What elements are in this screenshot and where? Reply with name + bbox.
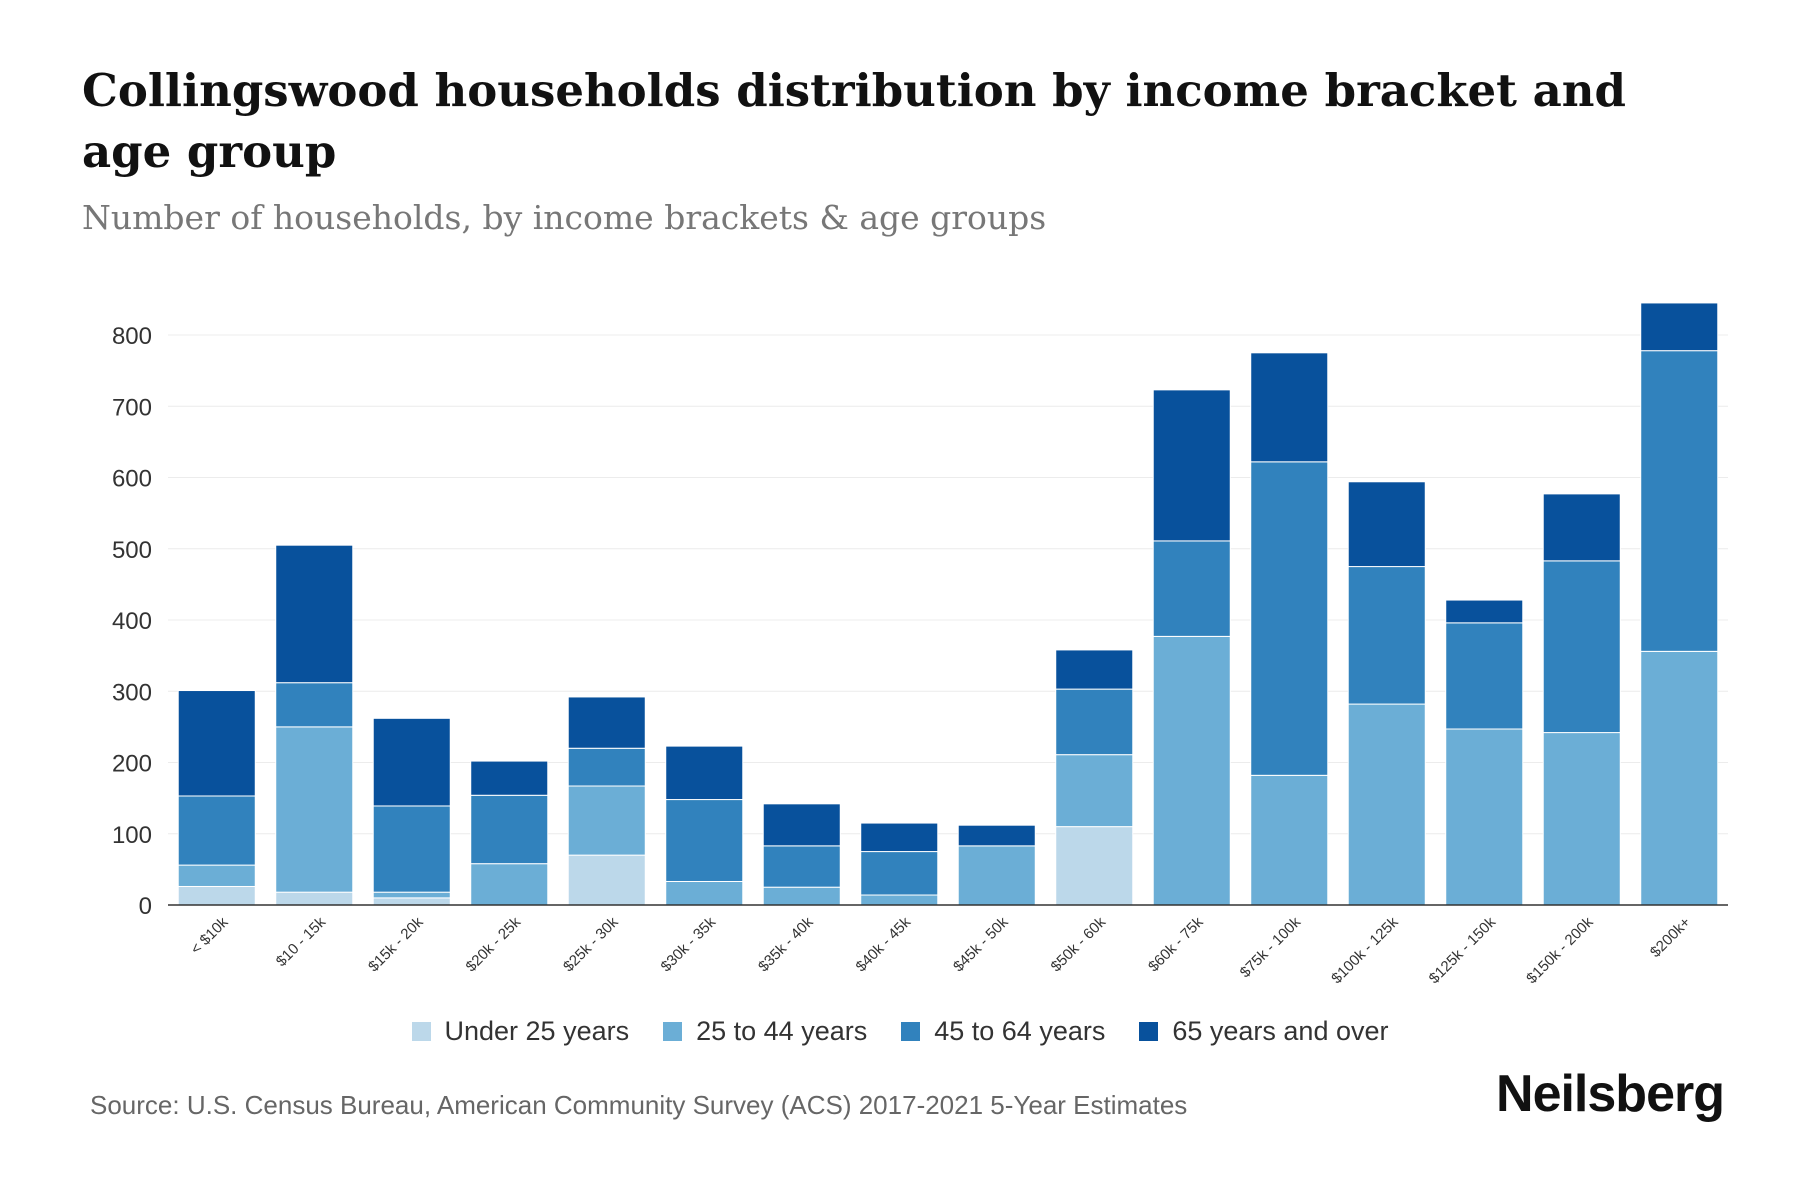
y-tick-label: 300 <box>112 679 152 706</box>
bar-segment <box>1542 732 1621 906</box>
bar-segment <box>1445 599 1524 624</box>
x-tick-label: $10 - 15k <box>273 913 330 970</box>
chart-subtitle: Number of households, by income brackets… <box>82 198 1047 237</box>
bar-segment <box>275 726 354 893</box>
y-tick-label: 800 <box>112 323 152 350</box>
source-note: Source: U.S. Census Bureau, American Com… <box>90 1090 1188 1120</box>
x-tick-label: < $10k <box>187 913 232 958</box>
legend-label: Under 25 years <box>444 1016 630 1046</box>
y-tick-label: 0 <box>139 893 152 920</box>
x-tick-label: $20k - 25k <box>463 913 525 975</box>
legend-item: 65 years and over <box>1139 1016 1389 1047</box>
y-tick-label: 700 <box>112 394 152 421</box>
y-tick-label: 400 <box>112 608 152 635</box>
brand-logo: Neilsberg <box>1496 1065 1725 1123</box>
y-tick-label: 600 <box>112 466 152 493</box>
bar-segment <box>1055 649 1134 690</box>
legend-swatch <box>1139 1022 1159 1041</box>
bar-segment <box>762 886 841 906</box>
bar-segment <box>1640 350 1719 652</box>
legend-item: Under 25 years <box>411 1016 630 1047</box>
bar-segment <box>957 824 1036 847</box>
bar-segment <box>1542 560 1621 734</box>
x-tick-label: $75k - 100k <box>1237 913 1305 981</box>
x-tick-label: $40k - 45k <box>853 913 915 975</box>
bar-segment <box>860 822 939 853</box>
bar-segment <box>1055 688 1134 756</box>
bar-segment <box>372 805 451 893</box>
bar-segment <box>372 717 451 807</box>
stacked-bar-chart: 0 100 200 300 400 500 600 700 800 < $10k $10 - 15k… <box>112 302 1728 987</box>
bar-segment <box>567 696 646 749</box>
bar-segment <box>1347 703 1426 906</box>
bar-segment <box>1640 302 1719 352</box>
bar-segment <box>1640 650 1719 906</box>
x-tick-label: $150k - 200k <box>1523 913 1597 987</box>
x-tick-label: $30k - 35k <box>658 913 720 975</box>
x-tick-label: $15k - 20k <box>365 913 427 975</box>
bar-segment <box>177 864 256 887</box>
bar-segment <box>1347 481 1426 568</box>
bar-segment <box>567 854 646 906</box>
bar-segment <box>860 894 939 906</box>
bar-segment <box>177 795 256 866</box>
bar-segment <box>665 745 744 801</box>
bar-segment <box>470 794 549 865</box>
x-tick-label: $25k - 30k <box>560 913 622 975</box>
y-tick-label: 200 <box>112 751 152 778</box>
bar-segment <box>372 897 451 906</box>
x-tick-label: $100k - 125k <box>1328 913 1402 987</box>
bar-segment <box>1152 389 1231 542</box>
bar-segment <box>275 682 354 728</box>
legend-swatch <box>901 1022 921 1041</box>
bar-segment <box>1445 728 1524 906</box>
legend-swatch <box>663 1022 683 1041</box>
x-tick-label: $200k+ <box>1647 914 1694 961</box>
bar-segment <box>275 891 354 906</box>
bar-segment <box>860 851 939 896</box>
bar-segment <box>567 747 646 787</box>
bar-segment <box>177 885 256 906</box>
bar-segment <box>957 845 1036 906</box>
x-tick-label: $45k - 50k <box>950 913 1012 975</box>
bar-segment <box>1542 493 1621 562</box>
bar-segment <box>1152 540 1231 637</box>
bar-segment <box>1055 754 1134 828</box>
chart-legend: Under 25 years 25 to 44 years 45 to 64 yea… <box>0 1016 1800 1047</box>
bar-segment <box>1445 622 1524 730</box>
chart-title: Collingswood households distribution by … <box>82 64 1626 178</box>
bar-segment <box>372 891 451 899</box>
bar-segment <box>1055 826 1134 906</box>
bar-segment <box>665 799 744 882</box>
legend-swatch <box>411 1022 431 1041</box>
bar-segment <box>762 803 841 847</box>
bar-segment <box>470 760 549 796</box>
bar-segment <box>1347 566 1426 705</box>
bar-segment <box>177 690 256 797</box>
bar-segment <box>665 880 744 906</box>
legend-item: 45 to 64 years <box>901 1016 1105 1047</box>
legend-item: 25 to 44 years <box>663 1016 867 1047</box>
bar-segment <box>1250 461 1329 776</box>
bar-segment <box>1152 635 1231 906</box>
legend-label: 65 years and over <box>1172 1016 1389 1046</box>
y-tick-label: 100 <box>112 822 152 849</box>
bar-segment <box>470 863 549 906</box>
bar-segment <box>275 544 354 684</box>
x-tick-label: $125k - 150k <box>1426 913 1500 987</box>
y-tick-label: 500 <box>112 537 152 564</box>
x-tick-label: $50k - 60k <box>1048 913 1110 975</box>
bars-layer <box>177 302 1719 906</box>
bar-segment <box>762 845 841 888</box>
bar-segment <box>567 785 646 856</box>
bar-segment <box>1250 774 1329 906</box>
legend-label: 25 to 44 years <box>696 1016 868 1046</box>
x-tick-label: $60k - 75k <box>1145 913 1207 975</box>
bar-segment <box>1250 352 1329 463</box>
legend-label: 45 to 64 years <box>934 1016 1106 1046</box>
x-tick-label: $35k - 40k <box>755 913 817 975</box>
